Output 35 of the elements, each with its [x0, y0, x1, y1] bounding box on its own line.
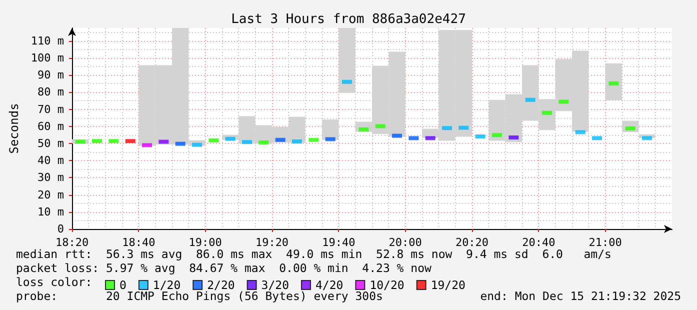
y-tick-label: 20 m — [38, 188, 64, 202]
y-tick-label: 70 m — [38, 102, 64, 116]
legend-label: 3/20 — [261, 278, 290, 292]
y-tick-label: 50 m — [38, 136, 64, 150]
legend-label: 4/20 — [316, 278, 344, 292]
x-tick-label: 21:00 — [588, 236, 622, 249]
y-tick-label: 100 m — [30, 51, 64, 64]
y-tick-label: 80 m — [38, 86, 64, 99]
legend-label: 1/20 — [152, 278, 181, 292]
y-tick-label: 10 m — [38, 205, 64, 218]
legend-label: 2/20 — [207, 278, 235, 292]
x-tick-label: 19:40 — [322, 236, 356, 249]
legend-label: 19/20 — [430, 278, 466, 292]
x-tick-label: 20:40 — [522, 236, 556, 249]
y-axis-title: Seconds — [7, 103, 21, 154]
x-tick-label: 20:00 — [388, 236, 422, 249]
text: median rtt: 56.3 ms avg 86.0 ms max 49.0 ms min 52.8 ms now 9.4 ms sd 6.0 am/s — [16, 247, 612, 261]
x-tick-label: 19:00 — [188, 236, 222, 249]
x-tick-label: 18:40 — [122, 236, 156, 249]
legend-title: loss color: — [16, 275, 92, 289]
y-tick-label: 110 m — [30, 34, 64, 48]
x-tick-label: 18:20 — [55, 236, 89, 249]
x-tick-label: 19:20 — [255, 236, 289, 249]
y-tick-label: 90 m — [38, 68, 64, 82]
y-tick-label: 0 — [57, 222, 64, 236]
chart-title: Last 3 Hours from 886a3a02e427 — [231, 12, 466, 27]
legend-label: 0 — [120, 278, 126, 292]
y-tick-label: 30 m — [38, 171, 64, 184]
y-tick-label: 40 m — [38, 154, 64, 168]
y-tick-label: 60 m — [38, 120, 64, 133]
text: end: Mon Dec 15 21:19:32 2025 — [480, 289, 681, 303]
text: packet loss: 5.97 % avg 84.67 % max 0.00 % min 4.23 % now — [16, 261, 432, 275]
text: probe: 20 ICMP Echo Pings (56 Bytes) every 300s — [16, 289, 383, 303]
legend-label: 10/20 — [370, 278, 404, 292]
x-tick-label: 20:20 — [455, 236, 489, 249]
